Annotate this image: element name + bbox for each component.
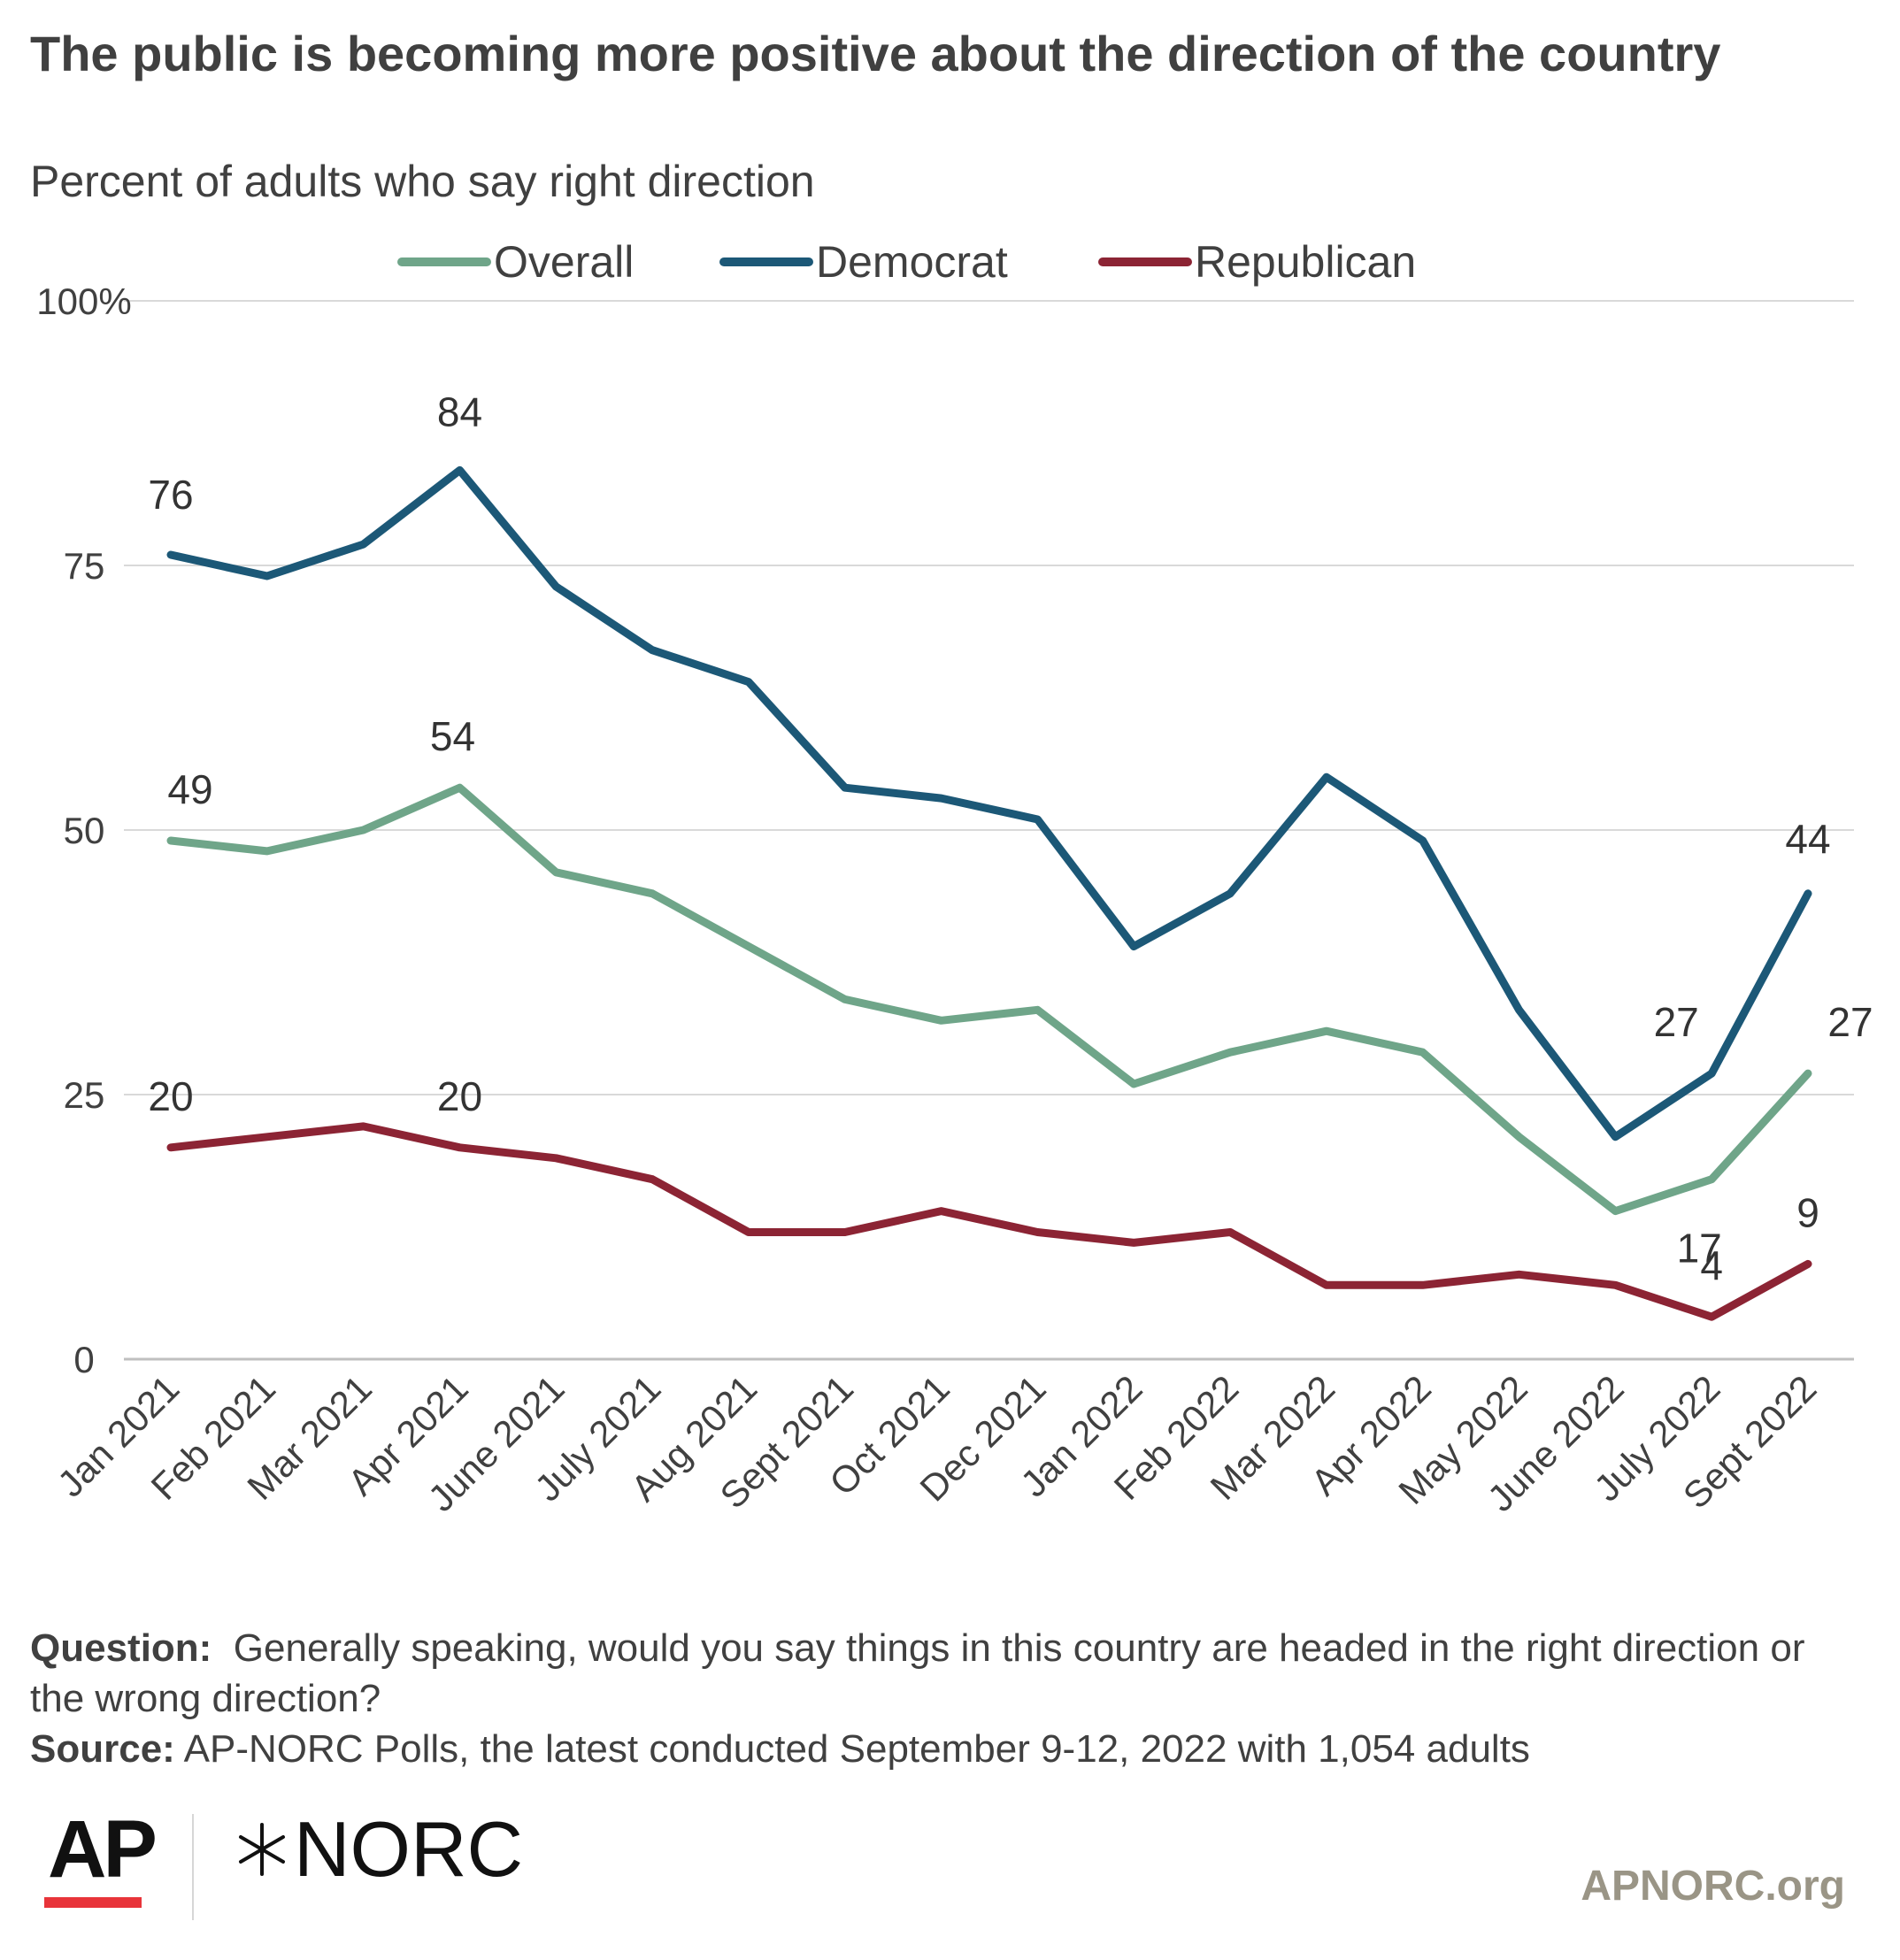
question-note: Question: Generally speaking, would you … (30, 1623, 1844, 1724)
chart-title: The public is becoming more positive abo… (30, 26, 1721, 81)
y-tick-label: 0 (73, 1339, 94, 1380)
legend-label-overall: Overall (494, 237, 634, 287)
norc-star-icon (239, 1823, 285, 1876)
y-tick-label: 25 (64, 1074, 105, 1116)
y-tick-label: 50 (64, 810, 105, 851)
source-text: AP-NORC Polls, the latest conducted Sept… (183, 1727, 1530, 1771)
chart-subtitle: Percent of adults who say right directio… (30, 157, 815, 206)
logo-divider (192, 1814, 194, 1920)
data-label: 27 (1827, 999, 1873, 1045)
data-label: 20 (437, 1073, 482, 1119)
ap-logo-underline (44, 1897, 142, 1908)
y-axis: 0 25 50 75 100% (36, 281, 131, 1380)
data-label: 49 (167, 766, 212, 812)
site-url: APNORC.org (1581, 1863, 1845, 1910)
data-label: 17 (1677, 1226, 1722, 1272)
y-tick-label: 100% (36, 281, 131, 322)
legend-label-democrat: Democrat (816, 237, 1008, 287)
ap-logo: AP (48, 1804, 158, 1895)
data-label: 44 (1785, 816, 1830, 862)
norc-logo: NORC (235, 1805, 523, 1894)
series-line-democrat (166, 465, 1812, 1141)
norc-logo-text: NORC (294, 1805, 524, 1893)
question-label: Question: (30, 1626, 212, 1670)
data-label: 54 (430, 713, 475, 759)
series-lines (166, 465, 1812, 1321)
line-chart: Overall Democrat Republican 0 25 50 75 100% Ja… (36, 237, 1873, 1519)
data-label: 76 (148, 472, 193, 518)
y-tick-label: 75 (64, 545, 105, 587)
series-line-overall (166, 783, 1812, 1216)
source-note: Source: AP-NORC Polls, the latest conduc… (30, 1724, 1844, 1774)
series-line-republican (166, 1122, 1812, 1321)
chart-gridlines (124, 300, 1854, 1361)
chart-legend: Overall Democrat Republican (397, 237, 1416, 287)
data-label: 84 (437, 388, 482, 434)
legend-label-republican: Republican (1195, 237, 1416, 287)
data-label: 4 (1700, 1242, 1723, 1288)
data-label: 9 (1796, 1189, 1819, 1235)
data-label: 27 (1654, 999, 1699, 1045)
source-label: Source: (30, 1727, 175, 1771)
data-label: 20 (148, 1073, 193, 1119)
question-text: Generally speaking, would you say things… (30, 1626, 1805, 1720)
